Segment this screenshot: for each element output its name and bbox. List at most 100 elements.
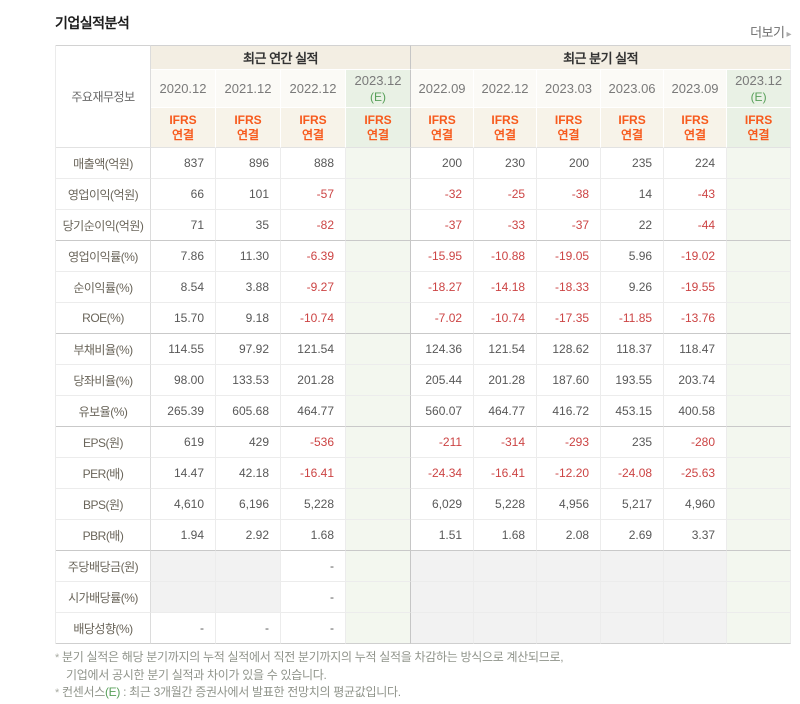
value-cell — [346, 520, 412, 551]
value-cell: -10.74 — [281, 303, 346, 334]
table-row: 매출액(억원) 837 896 888 200 230 200 235 224 — [56, 148, 792, 179]
value-cell — [664, 613, 728, 644]
footnote-quarterly-calc-line2: 기업에서 공시한 분기 실적과 차이가 있을 수 있습니다. — [55, 667, 775, 684]
value-cell — [727, 458, 792, 489]
group-header-annual: 최근 연간 실적 — [151, 45, 412, 70]
value-cell: 2.92 — [216, 520, 281, 551]
value-cell: 453.15 — [601, 396, 665, 427]
column-header-period: 2023.06 — [601, 70, 665, 108]
corner-label: 주요재무정보 — [56, 45, 151, 148]
value-cell: -25.63 — [664, 458, 728, 489]
value-cell: 5,228 — [281, 489, 346, 520]
value-cell — [727, 489, 792, 520]
value-cell: 5.96 — [601, 241, 665, 272]
value-cell — [537, 582, 602, 613]
value-cell: 193.55 — [601, 365, 665, 396]
more-link[interactable]: 더보기 ▸ — [750, 22, 791, 41]
value-cell — [346, 427, 412, 458]
value-cell: 560.07 — [411, 396, 475, 427]
value-cell: -14.18 — [474, 272, 538, 303]
value-cell: 1.51 — [411, 520, 475, 551]
value-cell: -25 — [474, 179, 538, 210]
value-cell: 128.62 — [537, 334, 602, 365]
row-label: 당기순이익(억원) — [56, 210, 151, 241]
row-label: PER(배) — [56, 458, 151, 489]
table-row: 유보율(%) 265.39 605.68 464.77 560.07 464.77 416.… — [56, 396, 792, 427]
period-header-row: 2020.12 2021.12 2022.12 2023.12 (E) 2022.09 20… — [56, 70, 792, 108]
value-cell: 187.60 — [537, 365, 602, 396]
value-cell: -57 — [281, 179, 346, 210]
estimate-marker: (E) — [750, 89, 767, 104]
row-label: 부채비율(%) — [56, 334, 151, 365]
value-cell: -18.27 — [411, 272, 475, 303]
ifrs-standard-label: IFRS 연결 — [601, 108, 665, 148]
value-cell: 230 — [474, 148, 538, 179]
footnote-quarterly-calc: * 분기 실적은 해당 분기까지의 누적 실적에서 직전 분기까지의 누적 실적을… — [55, 649, 775, 667]
value-cell: 416.72 — [537, 396, 602, 427]
footnote-text: : 최근 3개월간 증권사에서 발표한 전망치의 평균값입니다. — [120, 685, 401, 699]
value-cell: -280 — [664, 427, 728, 458]
value-cell — [346, 613, 412, 644]
value-cell: 201.28 — [474, 365, 538, 396]
value-cell — [664, 551, 728, 582]
value-cell: 201.28 — [281, 365, 346, 396]
value-cell — [727, 427, 792, 458]
value-cell — [216, 582, 281, 613]
row-label: EPS(원) — [56, 427, 151, 458]
value-cell: -10.74 — [474, 303, 538, 334]
value-cell: 14 — [601, 179, 665, 210]
value-cell — [727, 334, 792, 365]
value-cell: 2.69 — [601, 520, 665, 551]
value-cell — [727, 241, 792, 272]
value-cell: 1.68 — [281, 520, 346, 551]
value-cell: 429 — [216, 427, 281, 458]
value-cell — [151, 551, 216, 582]
more-link-label: 더보기 — [750, 25, 785, 40]
ifrs-standard-label: IFRS 연결 — [411, 108, 475, 148]
ifrs-standard-label: IFRS 연결 — [216, 108, 281, 148]
value-cell: 7.86 — [151, 241, 216, 272]
value-cell: 121.54 — [474, 334, 538, 365]
value-cell — [151, 582, 216, 613]
value-cell — [346, 582, 412, 613]
value-cell — [727, 272, 792, 303]
value-cell: -37 — [411, 210, 475, 241]
value-cell — [537, 613, 602, 644]
value-cell: -33 — [474, 210, 538, 241]
value-cell: -293 — [537, 427, 602, 458]
value-cell — [346, 458, 412, 489]
value-cell — [727, 551, 792, 582]
value-cell: 4,956 — [537, 489, 602, 520]
value-cell: -19.55 — [664, 272, 728, 303]
footnote-consensus: * 컨센서스(E) : 최근 3개월간 증권사에서 발표한 전망치의 평균값입니다… — [55, 684, 775, 702]
ifrs-standard-label: IFRS 연결 — [537, 108, 602, 148]
value-cell — [727, 613, 792, 644]
value-cell: -43 — [664, 179, 728, 210]
table-row: 시가배당률(%) - — [56, 582, 792, 613]
row-label: 배당성향(%) — [56, 613, 151, 644]
value-cell: 9.26 — [601, 272, 665, 303]
value-cell: 4,610 — [151, 489, 216, 520]
row-label: PBR(배) — [56, 520, 151, 551]
table-row: 당기순이익(억원) 71 35 -82 -37 -33 -37 22 -44 — [56, 210, 792, 241]
footnote-text: 분기 실적은 해당 분기까지의 누적 실적에서 직전 분기까지의 누적 실적을 … — [61, 650, 564, 664]
value-cell — [727, 520, 792, 551]
value-cell: -16.41 — [281, 458, 346, 489]
column-header-period: 2023.09 — [664, 70, 728, 108]
value-cell: 98.00 — [151, 365, 216, 396]
chevron-right-icon: ▸ — [786, 29, 791, 40]
column-header-period-estimate: 2023.12 (E) — [346, 70, 412, 108]
value-cell: 6,196 — [216, 489, 281, 520]
value-cell: 464.77 — [474, 396, 538, 427]
value-cell: 464.77 — [281, 396, 346, 427]
table-row: ROE(%) 15.70 9.18 -10.74 -7.02 -10.74 -17.35 -1… — [56, 303, 792, 334]
value-cell: 66 — [151, 179, 216, 210]
table-row: 주당배당금(원) - — [56, 551, 792, 582]
value-cell — [601, 551, 665, 582]
ifrs-standard-label: IFRS 연결 — [664, 108, 728, 148]
value-cell: 203.74 — [664, 365, 728, 396]
ifrs-standard-label: IFRS 연결 — [727, 108, 792, 148]
ifrs-standard-label: IFRS 연결 — [281, 108, 346, 148]
value-cell: 3.88 — [216, 272, 281, 303]
value-cell: -17.35 — [537, 303, 602, 334]
